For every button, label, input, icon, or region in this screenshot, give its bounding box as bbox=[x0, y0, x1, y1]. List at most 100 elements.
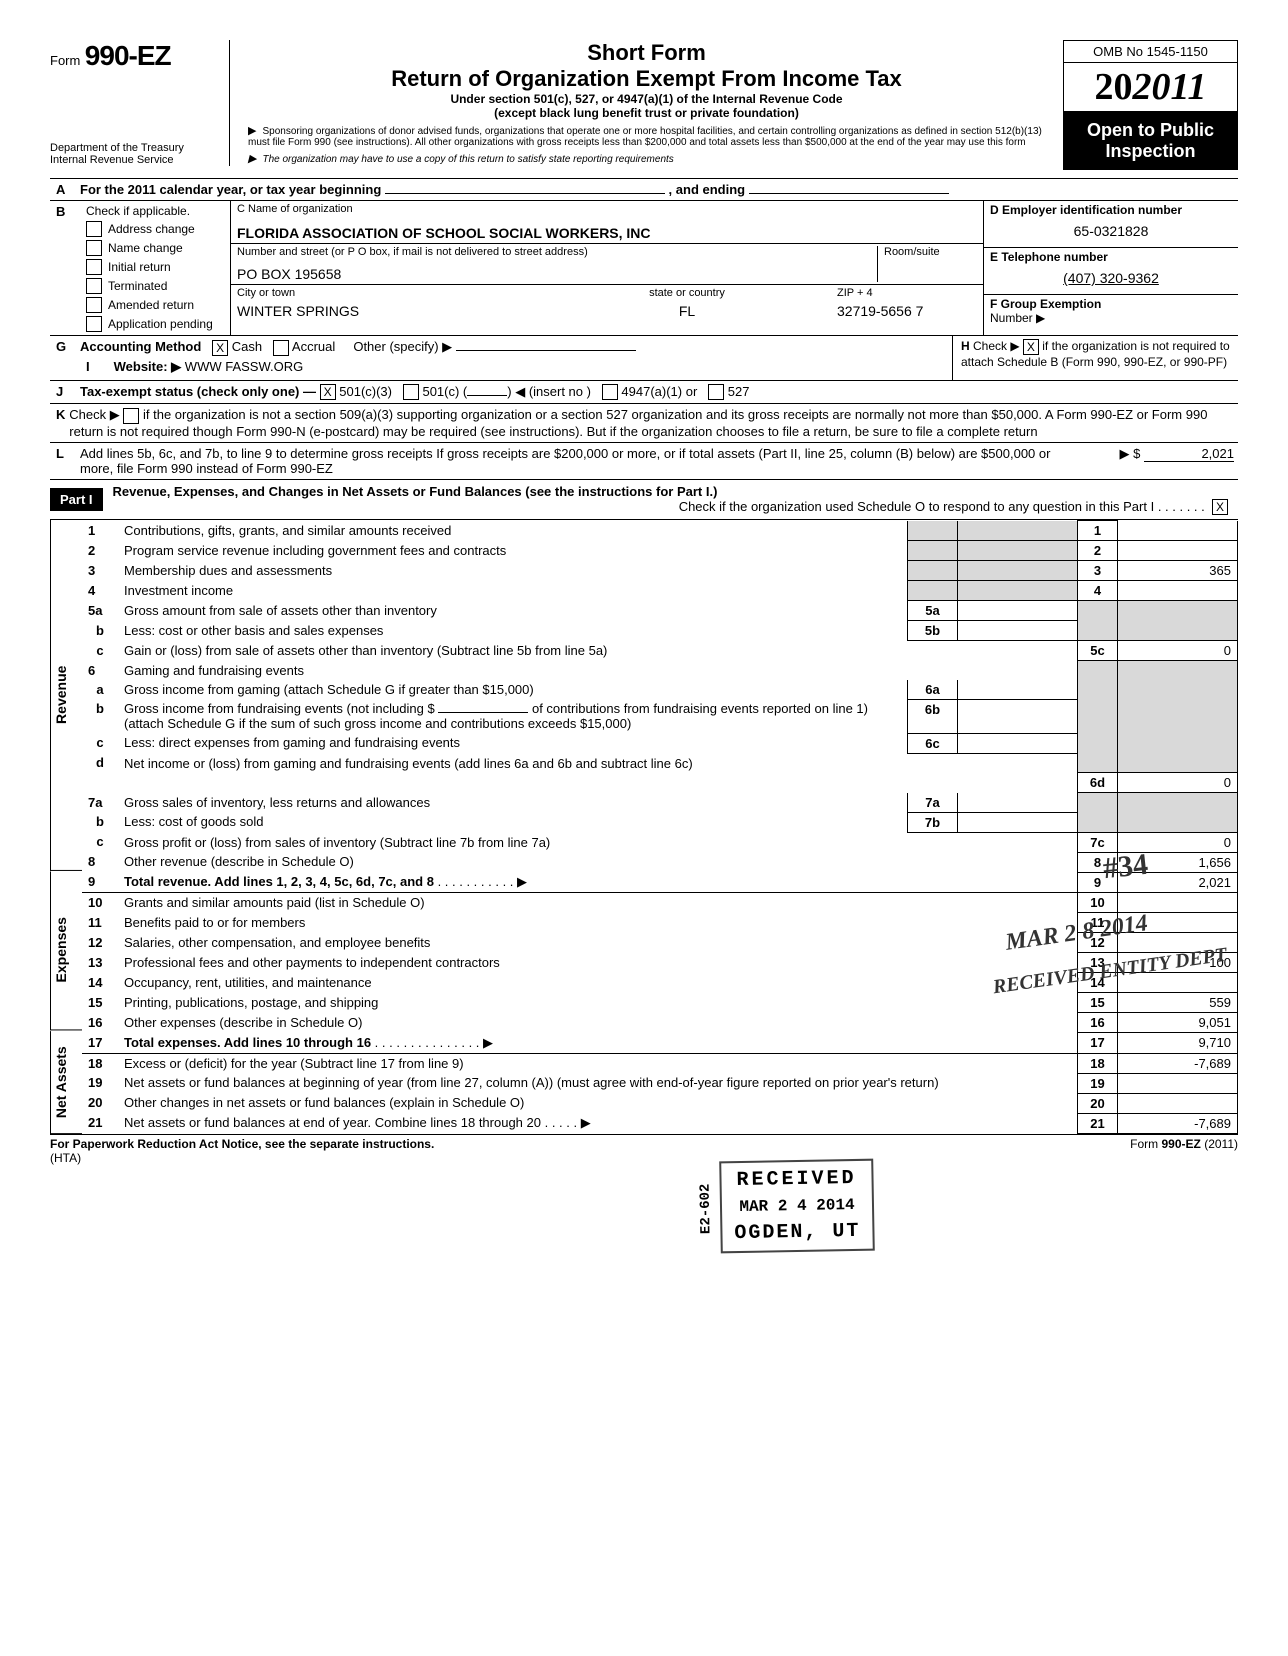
line-10-text: Grants and similar amounts paid (list in… bbox=[118, 893, 1078, 913]
line-20-text: Other changes in net assets or fund bala… bbox=[118, 1093, 1078, 1113]
chk-schedule-o[interactable]: X bbox=[1212, 499, 1228, 515]
lbl-4947: 4947(a)(1) or bbox=[621, 384, 697, 399]
lbl-application-pending: Application pending bbox=[108, 317, 213, 331]
open-to-public-line1: Open to Public bbox=[1067, 120, 1234, 141]
l-arrow: ▶ $ bbox=[1120, 446, 1141, 461]
g-label: Accounting Method bbox=[80, 339, 201, 354]
line-8-text: Other revenue (describe in Schedule O) bbox=[118, 852, 1078, 872]
chk-527[interactable] bbox=[708, 384, 724, 400]
chk-initial-return[interactable] bbox=[86, 259, 102, 275]
stamp-received-word: RECEIVED bbox=[733, 1167, 859, 1192]
h-text1: Check ▶ bbox=[973, 339, 1020, 353]
omb-number: OMB No 1545-1150 bbox=[1063, 40, 1238, 63]
c-name-label: C Name of organization bbox=[237, 203, 977, 215]
line-14-text: Occupancy, rent, utilities, and maintena… bbox=[118, 973, 1078, 993]
chk-application-pending[interactable] bbox=[86, 316, 102, 332]
val-4 bbox=[1118, 581, 1238, 601]
line-19-text: Net assets or fund balances at beginning… bbox=[118, 1073, 1078, 1093]
chk-501c[interactable] bbox=[403, 384, 419, 400]
sidebar-net-assets: Net Assets bbox=[50, 1031, 82, 1134]
org-street: PO BOX 195658 bbox=[237, 266, 877, 282]
part1-header-row: Part I Revenue, Expenses, and Changes in… bbox=[50, 479, 1238, 520]
lbl-amended-return: Amended return bbox=[108, 298, 194, 312]
l-text: Add lines 5b, 6c, and 7b, to line 9 to d… bbox=[80, 443, 1078, 479]
lbl-cash: Cash bbox=[232, 339, 262, 354]
chk-terminated[interactable] bbox=[86, 278, 102, 294]
row-g-h: G Accounting Method X Cash Accrual Other… bbox=[50, 335, 1238, 380]
org-name: FLORIDA ASSOCIATION OF SCHOOL SOCIAL WOR… bbox=[237, 225, 977, 241]
lbl-name-change: Name change bbox=[108, 241, 183, 255]
org-zip: 32719-5656 7 bbox=[837, 303, 977, 319]
line-13-text: Professional fees and other payments to … bbox=[118, 953, 1078, 973]
d-e-f-col: D Employer identification number 65-0321… bbox=[983, 201, 1238, 335]
val-6d: 0 bbox=[1118, 773, 1238, 793]
title-return: Return of Organization Exempt From Incom… bbox=[248, 66, 1045, 92]
h-check: H Check ▶ X if the organization is not r… bbox=[953, 336, 1238, 380]
form-ref: Form 990-EZ (2011) bbox=[1130, 1137, 1238, 1165]
line-7b-text: Less: cost of goods sold bbox=[118, 812, 908, 832]
line-2-text: Program service revenue including govern… bbox=[118, 541, 908, 561]
chk-schedule-b[interactable]: X bbox=[1023, 339, 1039, 355]
chk-amended-return[interactable] bbox=[86, 297, 102, 313]
zip-label: ZIP + 4 bbox=[837, 287, 977, 299]
open-to-public-line2: Inspection bbox=[1067, 141, 1234, 162]
l-value: 2,021 bbox=[1144, 446, 1234, 462]
k-check-label: Check ▶ bbox=[69, 407, 119, 422]
l-description: Add lines 5b, 6c, and 7b, to line 9 to d… bbox=[80, 446, 1050, 476]
dept-treasury: Department of the Treasury bbox=[50, 142, 221, 154]
subtitle-except: (except black lung benefit trust or priv… bbox=[248, 106, 1045, 120]
val-3: 365 bbox=[1118, 561, 1238, 581]
line-6a-text: Gross income from gaming (attach Schedul… bbox=[118, 680, 908, 700]
chk-cash[interactable]: X bbox=[212, 340, 228, 356]
line-5b-text: Less: cost or other basis and sales expe… bbox=[118, 621, 908, 641]
lbl-insert: ) ◀ (insert no ) bbox=[507, 384, 591, 399]
val-15: 559 bbox=[1118, 993, 1238, 1013]
dept-irs: Internal Revenue Service bbox=[50, 154, 221, 166]
part1-title: Revenue, Expenses, and Changes in Net As… bbox=[113, 484, 1228, 499]
label-g: G bbox=[50, 336, 80, 380]
b-header: Check if applicable. bbox=[86, 204, 224, 218]
chk-501c3[interactable]: X bbox=[320, 384, 336, 400]
chk-k[interactable] bbox=[123, 408, 139, 424]
row-j: J Tax-exempt status (check only one) — X… bbox=[50, 380, 1238, 404]
pra-notice: For Paperwork Reduction Act Notice, see … bbox=[50, 1137, 434, 1151]
city-label: City or town bbox=[237, 287, 537, 299]
label-i: I bbox=[80, 356, 110, 377]
org-state: FL bbox=[537, 303, 837, 319]
lbl-accrual: Accrual bbox=[292, 339, 335, 354]
part1-body: Revenue Expenses Net Assets 1Contributio… bbox=[50, 519, 1238, 1135]
line-7c-text: Gross profit or (loss) from sales of inv… bbox=[118, 832, 1078, 852]
i-website-label: Website: ▶ bbox=[114, 359, 182, 374]
line-5c-text: Gain or (loss) from sale of assets other… bbox=[118, 641, 1078, 661]
val-18: -7,689 bbox=[1118, 1053, 1238, 1073]
val-1 bbox=[1118, 521, 1238, 541]
line-11-text: Benefits paid to or for members bbox=[118, 913, 1078, 933]
d-label: D Employer identification number bbox=[990, 203, 1232, 217]
line-6b-text: Gross income from fundraising events (no… bbox=[124, 701, 435, 716]
year-digits: 2011 bbox=[1133, 66, 1207, 108]
line-15-text: Printing, publications, postage, and shi… bbox=[118, 993, 1078, 1013]
tax-year: 202011 bbox=[1063, 63, 1238, 112]
row-k: K Check ▶ if the organization is not a s… bbox=[50, 403, 1238, 442]
f-label: F Group Exemption bbox=[990, 297, 1232, 311]
val-20 bbox=[1118, 1093, 1238, 1113]
a-end: , and ending bbox=[669, 182, 746, 197]
stamp-received-date: MAR 2 4 2014 bbox=[734, 1196, 860, 1216]
org-city: WINTER SPRINGS bbox=[237, 303, 537, 319]
part1-badge: Part I bbox=[50, 488, 103, 511]
chk-name-change[interactable] bbox=[86, 240, 102, 256]
lbl-501c: 501(c) ( bbox=[422, 384, 467, 399]
line-17-text: Total expenses. Add lines 10 through 16 bbox=[124, 1035, 371, 1050]
header-left: Form 990-EZ Department of the Treasury I… bbox=[50, 40, 230, 166]
chk-accrual[interactable] bbox=[273, 340, 289, 356]
val-16: 9,051 bbox=[1118, 1013, 1238, 1033]
val-21: -7,689 bbox=[1118, 1113, 1238, 1133]
lbl-527: 527 bbox=[728, 384, 750, 399]
val-17: 9,710 bbox=[1118, 1033, 1238, 1054]
section-b-through-f: B Check if applicable. Address change Na… bbox=[50, 200, 1238, 335]
stamp-e2602: E2-602 bbox=[698, 1183, 715, 1234]
chk-4947[interactable] bbox=[602, 384, 618, 400]
val-10 bbox=[1118, 893, 1238, 913]
label-k: K bbox=[50, 404, 69, 442]
chk-address-change[interactable] bbox=[86, 221, 102, 237]
